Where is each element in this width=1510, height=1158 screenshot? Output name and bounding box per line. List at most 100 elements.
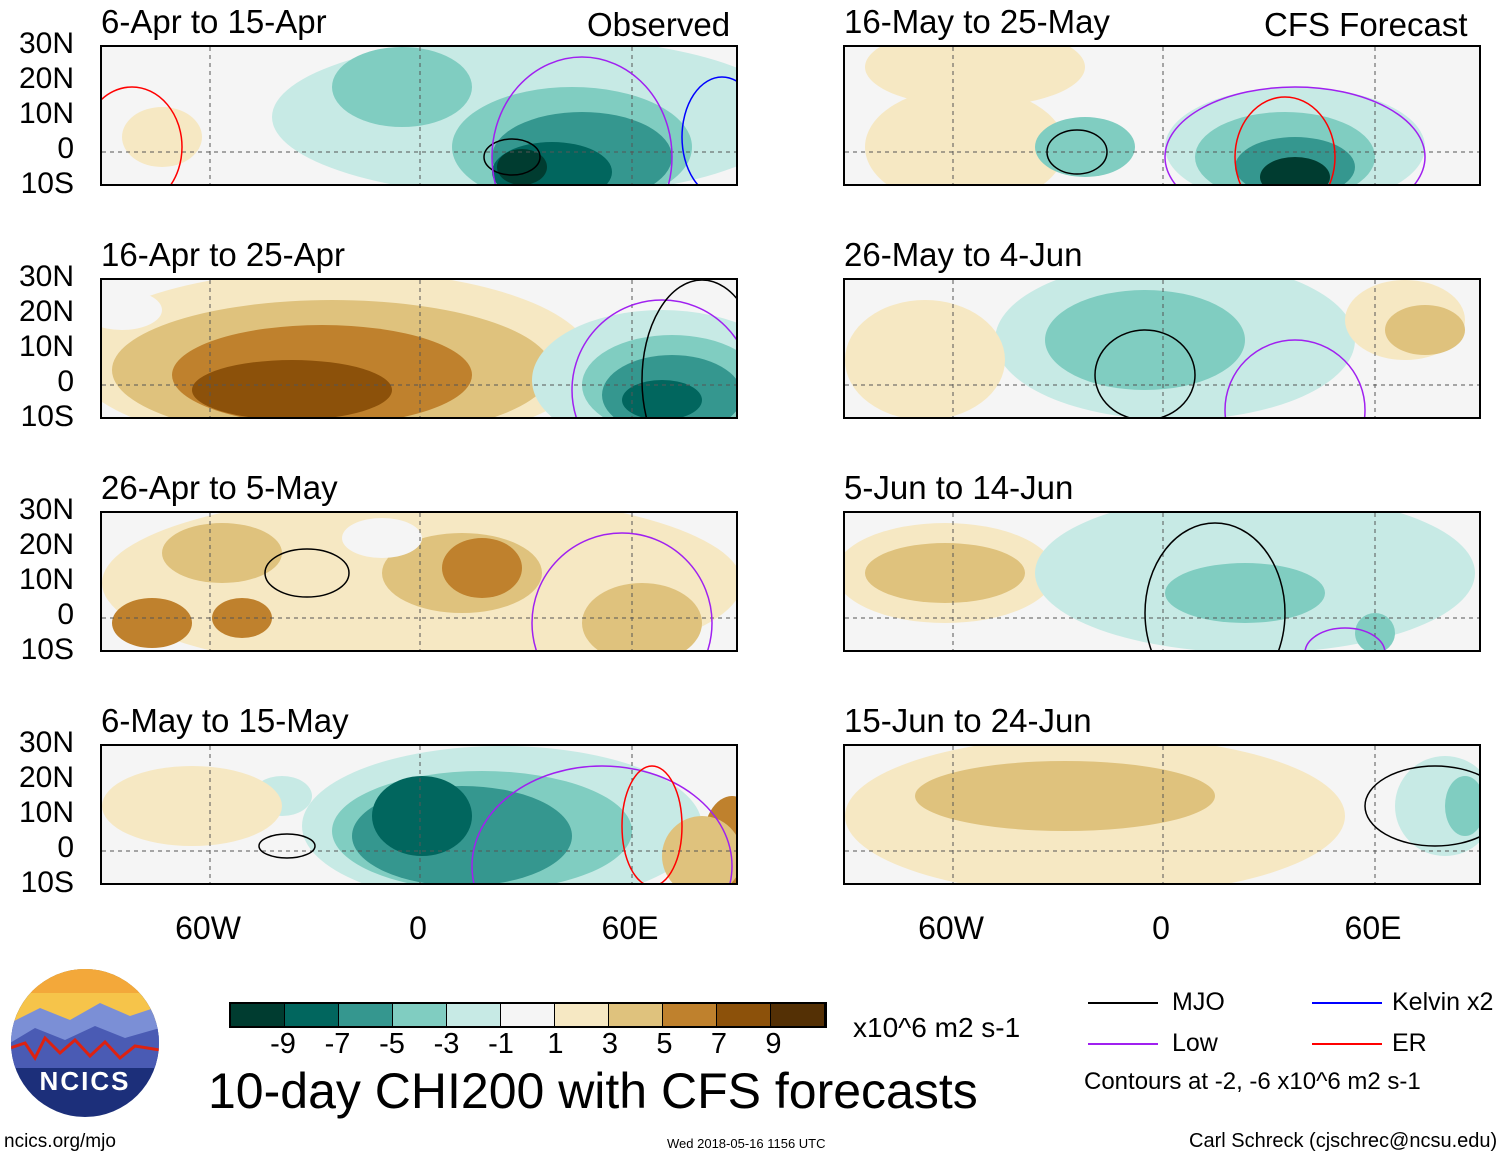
- colorbar-swatch: [501, 1004, 555, 1026]
- colorbar-swatch: [663, 1004, 717, 1026]
- contour-line: [1046, 129, 1108, 175]
- panel-title: 6-May to 15-May: [101, 702, 349, 739]
- contour-line: [1224, 339, 1366, 417]
- contour-line: [621, 765, 683, 883]
- anomaly-region: [102, 290, 162, 330]
- colorbar-units: x10^6 m2 s-1: [853, 1012, 1021, 1043]
- lat-label: 10S: [20, 167, 74, 200]
- contour-line: [1364, 765, 1479, 847]
- anomaly-region: [915, 761, 1215, 831]
- contour-line: [491, 56, 673, 184]
- contour-note: Contours at -2, -6 x10^6 m2 s-1: [1084, 1068, 1421, 1095]
- anomaly-region: [865, 47, 1085, 107]
- contour-line: [1304, 627, 1386, 650]
- lat-label: 0: [57, 831, 74, 864]
- colorbar-swatch: [771, 1004, 825, 1026]
- anomaly-region: [162, 523, 282, 583]
- lat-label: 0: [57, 132, 74, 165]
- anomaly-region: [1035, 117, 1135, 177]
- lat-label: 30N: [18, 726, 74, 759]
- figure-title: 10-day CHI200 with CFS forecasts: [208, 1063, 978, 1119]
- contour-line: [641, 280, 736, 417]
- colorbar-tick: -9: [270, 1028, 296, 1060]
- contour-line: [1234, 96, 1336, 184]
- colorbar-swatch: [609, 1004, 663, 1026]
- panel-title: 15-Jun to 24-Jun: [844, 702, 1092, 739]
- anomaly-region: [622, 380, 702, 417]
- anomaly-region: [1045, 290, 1245, 390]
- colorbar-swatch: [393, 1004, 447, 1026]
- anomaly-region: [1355, 613, 1395, 650]
- panel-title: 26-Apr to 5-May: [101, 469, 338, 506]
- colorbar-tick: -1: [488, 1028, 514, 1060]
- contour-line: [264, 548, 350, 598]
- colorbar-tick: 9: [765, 1028, 782, 1060]
- lon-label: 0: [1152, 910, 1170, 946]
- map-panel: [100, 744, 738, 885]
- colorbar-swatch: [231, 1004, 285, 1026]
- lat-label: 20N: [18, 528, 74, 561]
- contour-line: [483, 138, 541, 176]
- colorbar-tick: 5: [656, 1028, 673, 1060]
- colorbar-tick: 7: [710, 1028, 728, 1060]
- colorbar-swatch: [717, 1004, 771, 1026]
- lat-label: 20N: [18, 295, 74, 328]
- map-panel: [843, 511, 1481, 652]
- contour-line: [258, 833, 316, 859]
- forecast-label: CFS Forecast: [1264, 6, 1468, 43]
- legend-line-low: [1088, 1043, 1158, 1045]
- footer-credit: Carl Schreck (cjschrec@ncsu.edu): [1189, 1130, 1498, 1152]
- anomaly-region: [112, 598, 192, 648]
- panel-title: 16-May to 25-May: [844, 3, 1110, 40]
- anomaly-region: [1385, 305, 1465, 355]
- contour-line: [471, 765, 733, 883]
- panel-title: 26-May to 4-Jun: [844, 236, 1083, 273]
- panel-title: 16-Apr to 25-Apr: [101, 236, 345, 273]
- colorbar-tick: -7: [324, 1028, 351, 1060]
- panel-title: 5-Jun to 14-Jun: [844, 469, 1074, 506]
- contour-line: [102, 86, 183, 184]
- lon-label: 60W: [918, 910, 984, 946]
- legend-line-mjo: [1088, 1002, 1158, 1004]
- colorbar: [229, 1002, 827, 1028]
- colorbar-swatch: [339, 1004, 393, 1026]
- lat-label: 0: [57, 365, 74, 398]
- colorbar-tick: -5: [379, 1028, 405, 1060]
- legend-line-er: [1312, 1043, 1382, 1045]
- anomaly-region: [442, 538, 522, 598]
- contour-line: [1144, 522, 1286, 650]
- lat-label: 0: [57, 598, 74, 631]
- anomaly-region: [662, 816, 736, 883]
- contour-line: [1094, 329, 1196, 417]
- lat-label: 10N: [18, 796, 74, 829]
- anomaly-region: [372, 776, 472, 856]
- lat-label: 10N: [18, 97, 74, 130]
- lat-label: 10S: [20, 633, 74, 666]
- colorbar-tick: -3: [433, 1028, 460, 1060]
- colorbar-tick: 1: [547, 1028, 564, 1060]
- lon-label: 0: [409, 910, 427, 946]
- anomaly-region: [332, 47, 472, 127]
- colorbar-swatch: [555, 1004, 609, 1026]
- contour-line: [531, 532, 713, 650]
- anomaly-region: [865, 543, 1025, 603]
- lat-label: 10N: [18, 563, 74, 596]
- contour-line: [681, 76, 736, 184]
- map-panel: [843, 744, 1481, 885]
- contour-line: [571, 299, 736, 417]
- lon-label: 60W: [175, 910, 241, 946]
- legend-label-low: Low: [1172, 1029, 1218, 1057]
- lat-label: 30N: [18, 27, 74, 60]
- legend-label-mjo: MJO: [1172, 988, 1225, 1016]
- footer-timestamp: Wed 2018-05-16 1156 UTC: [667, 1136, 826, 1151]
- colorbar-swatch: [285, 1004, 339, 1026]
- lat-label: 10N: [18, 330, 74, 363]
- map-panel: [100, 278, 738, 419]
- observed-label: Observed: [587, 6, 731, 43]
- anomaly-region: [102, 766, 282, 846]
- legend-label-kelvin: Kelvin x2: [1392, 988, 1494, 1016]
- lat-label: 30N: [18, 493, 74, 526]
- anomaly-region: [845, 300, 1005, 417]
- footer-url[interactable]: ncics.org/mjo: [4, 1131, 116, 1152]
- lat-label: 20N: [18, 761, 74, 794]
